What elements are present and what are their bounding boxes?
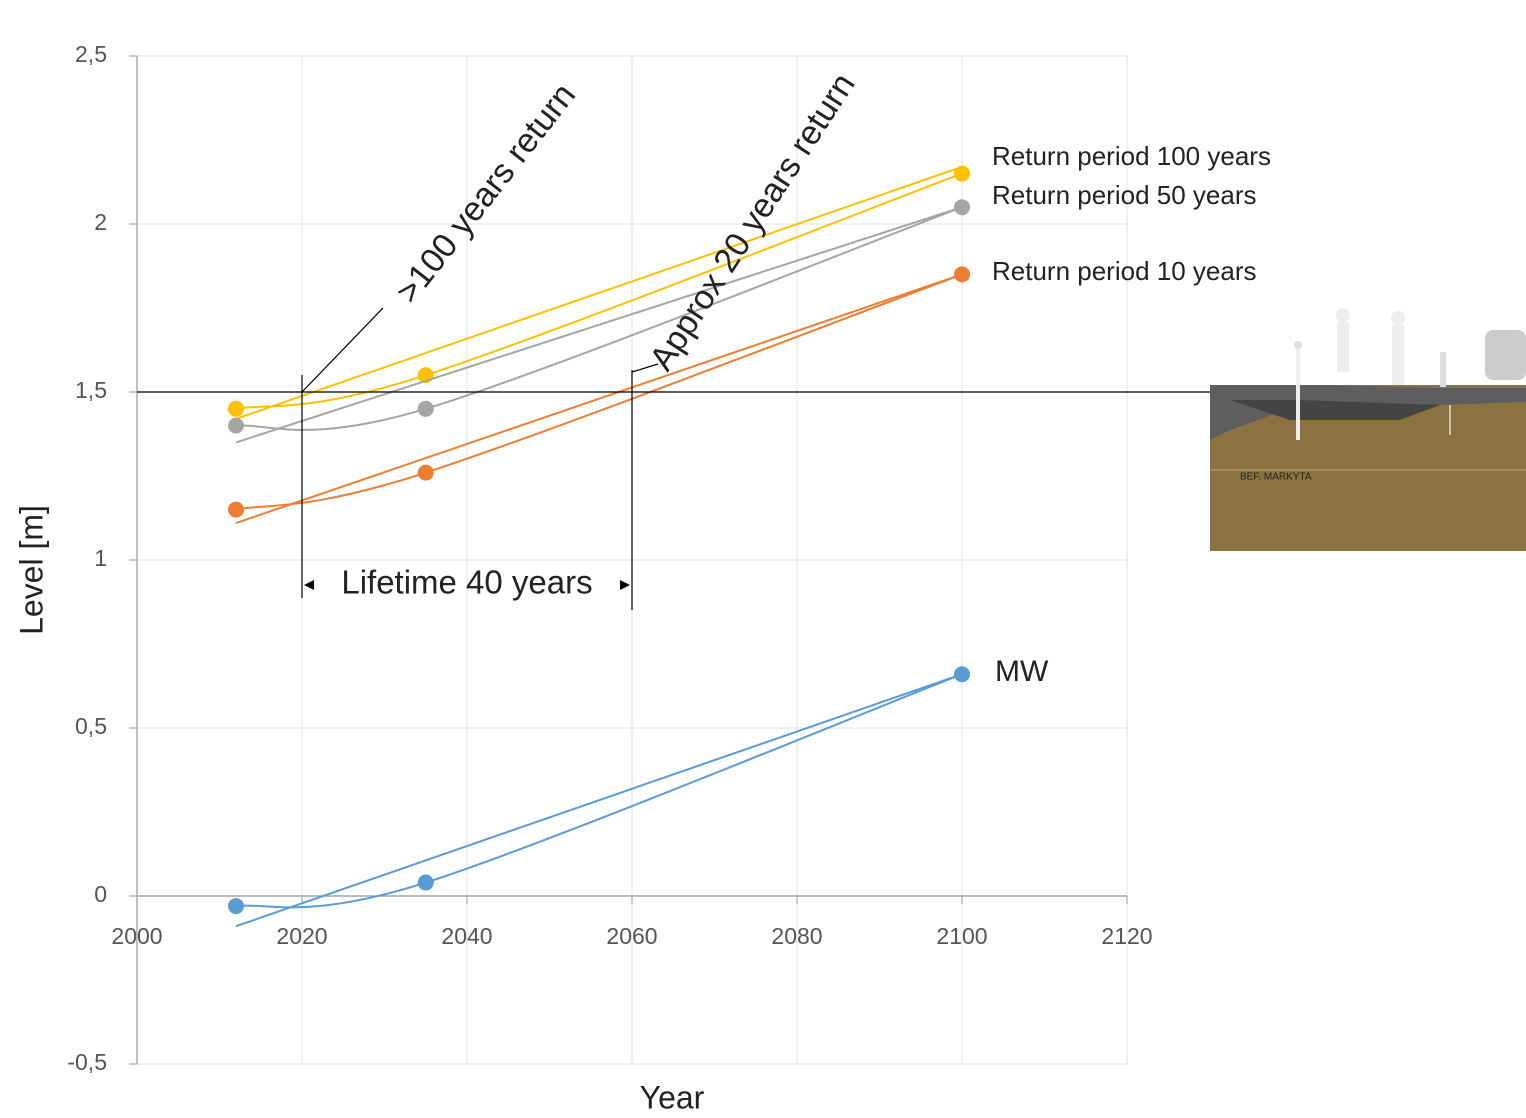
car: [1485, 330, 1526, 380]
x-axis-title: Year: [640, 1079, 705, 1115]
x-tick-label: 2060: [606, 923, 657, 949]
bollard: [1440, 352, 1446, 387]
road-illustration: BEF. MARKYTA: [1210, 308, 1526, 551]
point: [418, 401, 434, 417]
x-tick-label: 2100: [936, 923, 987, 949]
y-tick-label: 1: [94, 545, 107, 571]
series-curve: [236, 174, 962, 409]
person: [1392, 325, 1404, 385]
arrow-head: [304, 580, 314, 590]
y-tick-label: 2,5: [75, 41, 107, 67]
point: [418, 465, 434, 481]
y-tick-label: 1,5: [75, 377, 107, 403]
x-tick-label: 2040: [441, 923, 492, 949]
page: -0,500,511,522,5200020202040206020802100…: [0, 0, 1526, 1118]
point: [228, 401, 244, 417]
point: [418, 875, 434, 891]
trendline: [236, 167, 962, 419]
series-label: Return period 100 years: [992, 141, 1271, 171]
point: [228, 898, 244, 914]
series-label: Return period 10 years: [992, 256, 1256, 286]
lamp: [1294, 341, 1302, 349]
annotation: >100 years return: [388, 76, 583, 310]
x-tick-label: 2020: [276, 923, 327, 949]
series-label: MW: [995, 655, 1049, 688]
leader-line: [302, 308, 383, 392]
person: [1336, 308, 1350, 322]
point: [954, 166, 970, 182]
point: [228, 418, 244, 434]
y-tick-label: 0: [94, 881, 107, 907]
trendline: [236, 207, 962, 442]
point: [954, 666, 970, 682]
y-tick-label: 2: [94, 209, 107, 235]
point: [228, 502, 244, 518]
y-axis-title: Level [m]: [13, 505, 49, 635]
x-tick-label: 2120: [1101, 923, 1152, 949]
y-tick-label: 0,5: [75, 713, 107, 739]
annotation: Approx 20 years return: [642, 67, 862, 378]
chart: -0,500,511,522,5200020202040206020802100…: [0, 0, 1526, 1118]
trendline: [236, 674, 962, 926]
point: [954, 199, 970, 215]
person: [1391, 311, 1405, 325]
series-label: Return period 50 years: [992, 180, 1256, 210]
y-tick-label: -0,5: [67, 1049, 107, 1075]
illustration-label: BEF. MARKYTA: [1240, 472, 1312, 483]
arrow-head: [620, 580, 630, 590]
person: [1337, 322, 1349, 372]
lifetime-label: Lifetime 40 years: [341, 564, 592, 601]
point: [954, 266, 970, 282]
series-curve: [236, 674, 962, 907]
x-tick-label: 2080: [771, 923, 822, 949]
